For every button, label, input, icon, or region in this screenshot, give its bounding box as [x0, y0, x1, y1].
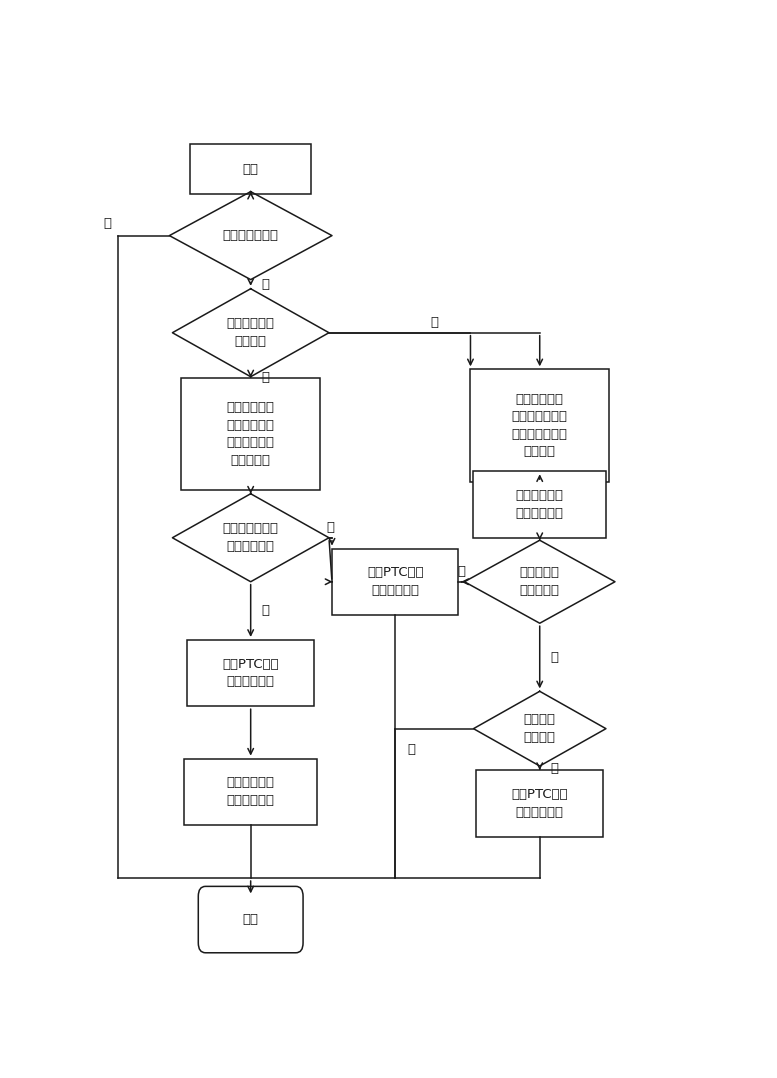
Text: 发出PTC电加
热器关闭信号: 发出PTC电加 热器关闭信号 [511, 788, 568, 818]
Text: 开始: 开始 [242, 163, 259, 176]
FancyBboxPatch shape [332, 549, 458, 614]
Text: 整车是否处于
增程工况: 整车是否处于 增程工况 [227, 318, 275, 348]
Text: 否: 否 [458, 565, 465, 578]
Text: 是否有供暖请求: 是否有供暖请求 [223, 230, 279, 243]
Polygon shape [169, 192, 332, 279]
Text: 是: 是 [551, 761, 559, 775]
Text: 发出三通电动
阀控制信号选
择有发动机的
水循环回路: 发出三通电动 阀控制信号选 择有发动机的 水循环回路 [227, 401, 275, 467]
Text: 发出PTC电加
热器工作信号: 发出PTC电加 热器工作信号 [367, 567, 423, 597]
Text: 供暖水温
是否过高: 供暖水温 是否过高 [524, 714, 556, 744]
FancyBboxPatch shape [190, 144, 311, 194]
Text: 是: 是 [262, 605, 270, 618]
FancyBboxPatch shape [182, 377, 320, 490]
FancyBboxPatch shape [184, 759, 317, 825]
Text: 结束: 结束 [242, 913, 259, 926]
Text: 发出PTC电加
热器关闭信号: 发出PTC电加 热器关闭信号 [222, 658, 279, 688]
Text: 否: 否 [103, 217, 111, 230]
Text: 否: 否 [326, 522, 334, 535]
Text: 发出供暖电动
水泵工作信号: 发出供暖电动 水泵工作信号 [516, 489, 564, 520]
Text: 发出供暖电动
水泵停止信号: 发出供暖电动 水泵停止信号 [227, 776, 275, 807]
Text: 是: 是 [262, 371, 270, 384]
Text: 发动机水温是否
达到供暖标准: 发动机水温是否 达到供暖标准 [223, 523, 279, 553]
Text: 供暖水温是
否达到目标: 供暖水温是 否达到目标 [520, 567, 559, 597]
Text: 发出三通电动
阀控制信号选择
有供暖水泵的水
循环回路: 发出三通电动 阀控制信号选择 有供暖水泵的水 循环回路 [512, 393, 568, 458]
Polygon shape [172, 289, 329, 376]
Text: 是: 是 [262, 278, 270, 291]
Text: 否: 否 [430, 316, 438, 329]
FancyBboxPatch shape [476, 770, 603, 837]
FancyBboxPatch shape [473, 471, 606, 538]
Polygon shape [172, 494, 329, 582]
FancyBboxPatch shape [187, 640, 314, 706]
Polygon shape [465, 540, 615, 623]
FancyBboxPatch shape [198, 886, 303, 953]
Polygon shape [473, 691, 606, 766]
Text: 是: 是 [551, 651, 559, 664]
Text: 否: 否 [407, 743, 415, 756]
FancyBboxPatch shape [471, 370, 609, 482]
